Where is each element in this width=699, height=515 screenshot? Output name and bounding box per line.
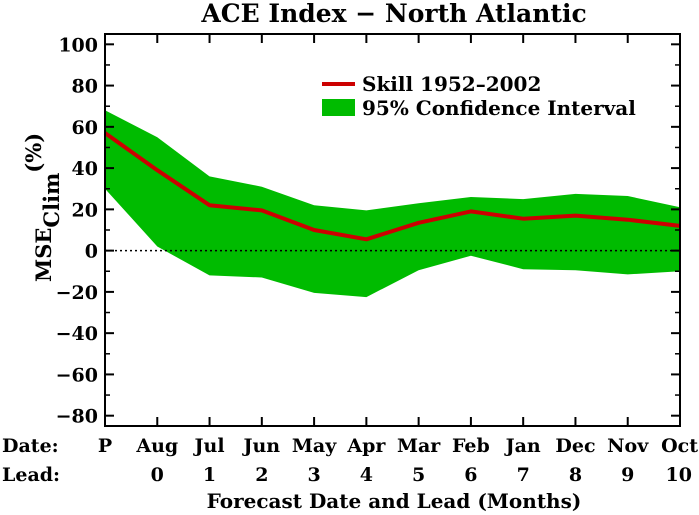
y-axis-label: MSEClim(%) bbox=[21, 133, 64, 282]
y-axis-label-sub: Clim bbox=[39, 173, 64, 228]
x-lead-label: 6 bbox=[464, 464, 477, 486]
x-axis-label: Forecast Date and Lead (Months) bbox=[207, 489, 582, 513]
skill-line bbox=[103, 131, 681, 242]
x-lead-label: 0 bbox=[151, 464, 164, 486]
x-lead-label: 2 bbox=[255, 464, 268, 486]
svg-text:MSEClim(%): MSEClim(%) bbox=[21, 133, 64, 282]
x-date-label: Nov bbox=[607, 435, 649, 457]
x-date-label: May bbox=[292, 435, 337, 457]
date-row-label: Date: bbox=[2, 435, 59, 457]
y-tick-marks bbox=[105, 43, 680, 417]
y-tick-label: −20 bbox=[56, 282, 98, 304]
y-tick-label: 0 bbox=[85, 241, 98, 263]
chart-title: ACE Index − North Atlantic bbox=[200, 0, 586, 28]
plot-area bbox=[103, 33, 681, 427]
x-lead-labels: 0 1 2 3 4 5 6 7 8 9 10 bbox=[151, 464, 692, 486]
y-tick-label: 40 bbox=[72, 158, 98, 180]
x-tick-marks bbox=[104, 34, 681, 426]
lead-row-label: Lead: bbox=[2, 464, 60, 486]
legend-ci-label: 95% Confidence Interval bbox=[362, 96, 636, 120]
x-date-label: P bbox=[98, 435, 112, 457]
x-date-label: Jun bbox=[242, 435, 281, 457]
legend-ci-swatch bbox=[322, 99, 355, 116]
x-lead-label: 5 bbox=[412, 464, 425, 486]
x-date-label: Jul bbox=[193, 435, 225, 457]
legend: Skill 1952–2002 95% Confidence Interval bbox=[322, 72, 636, 120]
y-axis-label-main: MSE bbox=[31, 228, 56, 282]
y-tick-label: 100 bbox=[58, 34, 98, 56]
x-lead-label: 3 bbox=[307, 464, 320, 486]
confidence-interval-band bbox=[105, 110, 680, 298]
x-date-label: Feb bbox=[452, 435, 490, 457]
x-lead-label: 4 bbox=[360, 464, 373, 486]
x-date-label: Dec bbox=[555, 435, 595, 457]
x-date-label: Apr bbox=[346, 435, 386, 457]
y-tick-label: −40 bbox=[56, 323, 98, 345]
y-tick-label: −80 bbox=[56, 406, 98, 428]
x-date-label: Mar bbox=[397, 435, 441, 457]
x-date-label: Aug bbox=[135, 435, 178, 457]
y-tick-label: −60 bbox=[56, 364, 98, 386]
x-lead-label: 8 bbox=[569, 464, 582, 486]
y-tick-label: 80 bbox=[72, 76, 98, 98]
x-date-label: Jan bbox=[504, 435, 541, 457]
x-date-labels: P Aug Jul Jun May Apr Mar Feb Jan Dec Nov Oct bbox=[98, 435, 698, 457]
x-lead-label: 10 bbox=[666, 464, 692, 486]
x-lead-label: 9 bbox=[621, 464, 634, 486]
x-date-label: Oct bbox=[661, 435, 698, 457]
x-lead-label: 7 bbox=[517, 464, 530, 486]
legend-skill-label: Skill 1952–2002 bbox=[362, 72, 541, 96]
x-lead-label: 1 bbox=[203, 464, 216, 486]
y-tick-label: 20 bbox=[72, 199, 98, 221]
y-tick-label: 60 bbox=[72, 117, 98, 139]
y-tick-labels: 100 80 60 40 20 0 −20 −40 −60 −80 bbox=[56, 34, 98, 427]
y-axis-label-unit: (%) bbox=[21, 133, 46, 173]
